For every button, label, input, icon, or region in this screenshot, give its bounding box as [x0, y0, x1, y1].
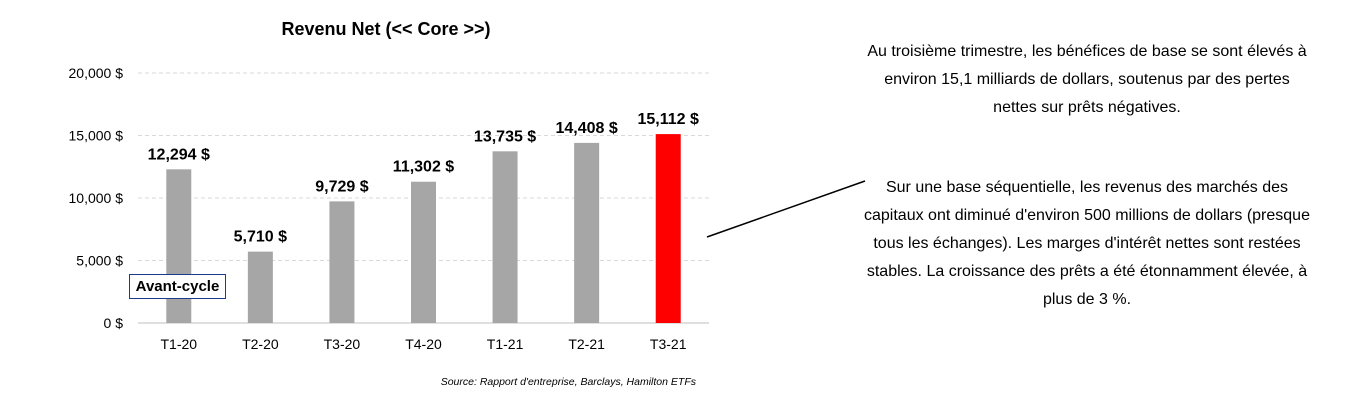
bar-t3-20 — [329, 201, 355, 323]
avant-cycle-annotation: Avant-cycle — [129, 274, 226, 299]
bar-t2-21 — [574, 142, 600, 323]
y-tick-label: 0 $ — [104, 315, 124, 331]
x-tick-label: T2-21 — [568, 336, 605, 352]
data-label: 12,294 $ — [148, 146, 210, 163]
source-note: Source: Rapport d'entreprise, Barclays, … — [441, 376, 697, 388]
y-axis-ticks: 0 $ 5,000 $ 10,000 $ 15,000 $ 20,000 $ — [69, 65, 124, 331]
y-tick-label: 5,000 $ — [76, 253, 123, 269]
y-tick-label: 15,000 $ — [69, 128, 124, 144]
y-tick-label: 10,000 $ — [69, 190, 124, 206]
data-label: 5,710 $ — [234, 229, 287, 246]
x-tick-label: T3-21 — [650, 336, 687, 352]
x-tick-label: T4-20 — [405, 336, 442, 352]
x-tick-label: T1-21 — [487, 336, 524, 352]
bar-t3-21 — [655, 134, 681, 323]
x-axis-ticks: T1-20 T2-20 T3-20 T4-20 T1-21 T2-21 T3-21 — [160, 336, 686, 352]
data-label: 11,302 $ — [393, 159, 455, 176]
bar-t1-21 — [492, 151, 518, 323]
data-label: 15,112 $ — [638, 111, 700, 128]
commentary-paragraph-2: Sur une base séquentielle, les revenus d… — [864, 179, 1310, 308]
data-labels: 12,294 $ 5,710 $ 9,729 $ 11,302 $ 13,735 $ 14… — [148, 111, 699, 246]
commentary-paragraph-1: Au troisième trimestre, les bénéfices de… — [867, 43, 1307, 116]
y-tick-label: 20,000 $ — [69, 65, 124, 81]
bar-t2-20 — [247, 251, 273, 323]
data-label: 9,729 $ — [315, 178, 368, 195]
data-label: 14,408 $ — [556, 120, 618, 137]
x-tick-label: T1-20 — [160, 336, 197, 352]
data-label: 13,735 $ — [474, 128, 536, 145]
x-tick-label: T3-20 — [324, 336, 361, 352]
chart-title: Revenu Net (<< Core >>) — [281, 19, 490, 39]
bar-t4-20 — [411, 181, 436, 323]
x-tick-label: T2-20 — [242, 336, 279, 352]
